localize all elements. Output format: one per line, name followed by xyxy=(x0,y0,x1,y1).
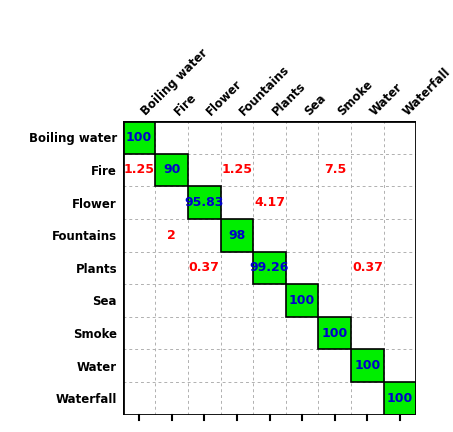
Text: Fire: Fire xyxy=(172,90,199,118)
Bar xyxy=(318,317,351,349)
Text: Plants: Plants xyxy=(270,79,308,118)
Bar xyxy=(221,219,253,251)
Text: Fountains: Fountains xyxy=(237,63,292,118)
Text: Smoke: Smoke xyxy=(335,77,375,118)
Text: 98: 98 xyxy=(228,229,246,241)
Text: 99.26: 99.26 xyxy=(250,261,289,274)
Text: 100: 100 xyxy=(126,131,152,144)
Text: 0.37: 0.37 xyxy=(352,261,383,274)
Text: 1.25: 1.25 xyxy=(222,163,252,176)
Bar xyxy=(188,186,221,219)
Text: 100: 100 xyxy=(289,294,315,307)
Text: 0.37: 0.37 xyxy=(189,261,220,274)
Text: 100: 100 xyxy=(387,392,413,405)
Text: 95.83: 95.83 xyxy=(184,196,224,209)
Text: Sea: Sea xyxy=(302,91,329,118)
Text: 2: 2 xyxy=(167,229,176,241)
Text: Boiling water: Boiling water xyxy=(139,46,211,118)
Text: 100: 100 xyxy=(322,327,348,340)
Text: 100: 100 xyxy=(354,359,381,372)
Bar xyxy=(351,349,384,382)
Bar xyxy=(155,154,188,186)
Text: 90: 90 xyxy=(163,163,180,176)
Text: Water: Water xyxy=(367,80,405,118)
Text: Flower: Flower xyxy=(204,77,245,118)
Text: 1.25: 1.25 xyxy=(124,163,154,176)
Text: 4.17: 4.17 xyxy=(254,196,285,209)
Bar xyxy=(123,121,155,154)
Bar xyxy=(384,382,416,415)
Text: 7.5: 7.5 xyxy=(324,163,346,176)
Bar xyxy=(253,251,286,284)
Bar xyxy=(286,284,318,317)
Text: Waterfall: Waterfall xyxy=(400,65,453,118)
